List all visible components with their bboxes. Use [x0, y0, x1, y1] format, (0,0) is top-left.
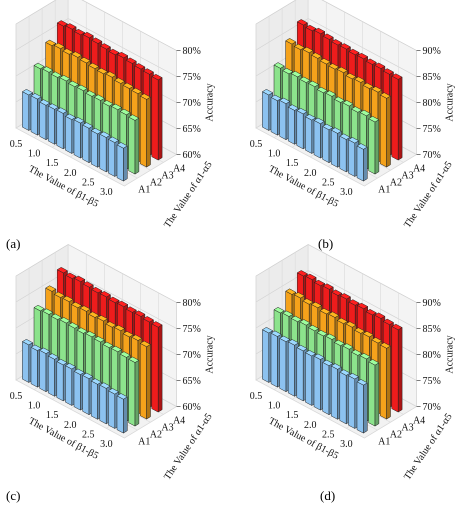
bar-a2-12	[128, 114, 140, 175]
z-tick-label: 70%	[183, 98, 201, 109]
y-gridline	[255, 127, 365, 187]
panel-label-a: (a)	[6, 236, 21, 251]
bar-a4-12	[151, 73, 163, 161]
x-tick-label: 1.5	[46, 158, 59, 169]
z-tick-label: 90%	[423, 298, 441, 309]
y-tick-label: A4	[173, 415, 185, 426]
x-tick-label: 3.0	[340, 187, 353, 198]
x-tick-label: 0.5	[10, 391, 23, 402]
z-tick-label: 60%	[183, 150, 201, 161]
x-tick-label: 1.0	[268, 148, 281, 159]
y-tick-label: A2	[150, 177, 162, 188]
y-tick-label: A3	[401, 170, 413, 181]
x-tick-label: 2.0	[304, 420, 317, 431]
bar-a1-12	[356, 379, 368, 434]
bar-a3-12	[379, 92, 392, 168]
x-tick-label: 2.0	[64, 420, 77, 431]
y-tick-label: A3	[161, 170, 173, 181]
bar-a4-12	[391, 73, 403, 161]
x-tick-label: 2.0	[64, 168, 77, 179]
x-tick-label: 1.0	[268, 400, 281, 411]
panel-label-d: (d)	[320, 488, 336, 503]
y-tick-label: A2	[150, 429, 162, 440]
y-tick-label: A1	[378, 436, 390, 447]
bar-a2-12	[368, 116, 380, 175]
bar-a1-9	[330, 363, 343, 420]
y-tick-label: A1	[138, 184, 150, 195]
x-tick-label: 2.5	[322, 177, 335, 188]
x-tick-label: 1.0	[28, 400, 41, 411]
z-tick-label: 80%	[423, 98, 441, 109]
y-gridline	[255, 379, 365, 439]
bar-a3-12	[139, 93, 152, 168]
y-tick-label: A1	[138, 436, 150, 447]
bar-a4-12	[151, 321, 163, 413]
x-tick-label: 0.5	[250, 391, 263, 402]
z-tick-label: 70%	[423, 402, 441, 413]
bar-a1-12	[116, 393, 128, 434]
z-tick-label: 75%	[183, 72, 201, 83]
x-tick-label: 3.0	[340, 439, 353, 450]
z-tick-label: 90%	[423, 46, 441, 57]
y-tick-label: A4	[413, 163, 425, 174]
x-tick-label: 0.5	[10, 139, 23, 150]
panel-label-b: (b)	[318, 236, 334, 251]
y-tick-label: A3	[161, 422, 173, 433]
z-tick-label: 60%	[183, 402, 201, 413]
z-tick-label: 70%	[183, 350, 201, 361]
y-tick-label: A1	[378, 184, 390, 195]
x-tick-label: 2.0	[304, 168, 317, 179]
z-tick-label: 70%	[423, 150, 441, 161]
bar-a2-12	[368, 359, 380, 427]
z-axis-label: Accuracy	[445, 83, 456, 121]
z-tick-label: 80%	[423, 350, 441, 361]
y-gridline	[15, 379, 125, 439]
x-tick-label: 2.5	[82, 429, 95, 440]
x-tick-label: 1.5	[286, 158, 299, 169]
bar-a4-12	[391, 323, 403, 413]
z-tick-label: 65%	[183, 124, 201, 135]
z-axis-label: Accuracy	[205, 335, 216, 373]
y-tick-label: A4	[173, 163, 185, 174]
z-axis-label: Accuracy	[445, 335, 456, 373]
y-tick-label: A3	[401, 422, 413, 433]
x-tick-label: 2.5	[322, 429, 335, 440]
x-tick-label: 2.5	[82, 177, 95, 188]
x-tick-label: 1.5	[286, 410, 299, 421]
bar-a3-12	[139, 340, 152, 420]
panel-label-c: (c)	[6, 488, 21, 503]
x-tick-label: 0.5	[250, 139, 263, 150]
x-tick-label: 3.0	[100, 439, 113, 450]
z-tick-label: 80%	[183, 298, 201, 309]
bar-a3-12	[379, 342, 392, 420]
x-tick-label: 3.0	[100, 187, 113, 198]
y-gridline	[15, 127, 125, 187]
z-tick-label: 80%	[183, 46, 201, 57]
x-tick-label: 1.0	[28, 148, 41, 159]
y-tick-label: A2	[390, 429, 402, 440]
z-tick-label: 75%	[423, 124, 441, 135]
z-tick-label: 75%	[183, 324, 201, 335]
z-tick-label: 65%	[183, 376, 201, 387]
bar-a2-12	[128, 356, 140, 427]
x-tick-label: 1.5	[46, 410, 59, 421]
z-axis-label: Accuracy	[205, 83, 216, 121]
z-tick-label: 75%	[423, 376, 441, 387]
bar-a1-12	[116, 142, 128, 182]
y-tick-label: A4	[413, 415, 425, 426]
bar-a1-12	[356, 143, 368, 182]
z-tick-label: 85%	[423, 324, 441, 335]
y-tick-label: A2	[390, 177, 402, 188]
z-tick-label: 85%	[423, 72, 441, 83]
